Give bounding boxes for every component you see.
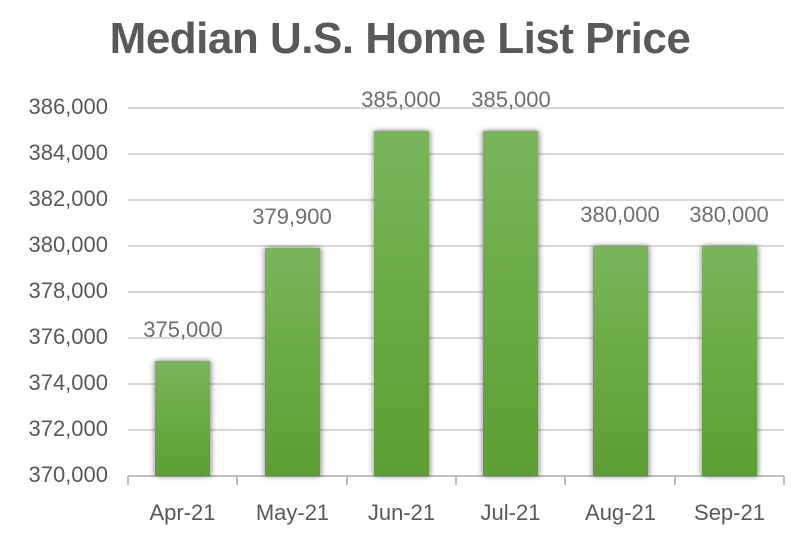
y-tick-label: 384,000 [28,140,108,165]
gridline [128,153,784,155]
gridline [128,429,784,431]
y-tick-label: 386,000 [28,94,108,119]
gridline [128,291,784,293]
x-category-label: Jul-21 [480,500,541,525]
data-label: 379,900 [252,204,332,229]
x-tick-mark [783,476,785,485]
data-label: 375,000 [143,317,223,342]
bar-sep-21 [702,246,757,476]
gridline [128,245,784,247]
gridline [128,383,784,385]
chart-title: Median U.S. Home List Price [109,14,691,63]
data-label: 380,000 [580,202,660,227]
y-tick-label: 374,000 [28,370,108,395]
y-tick-label: 378,000 [28,278,108,303]
bar-may-21 [265,248,320,476]
x-category-label: Aug-21 [585,500,656,525]
x-category-label: May-21 [255,500,330,525]
bar-apr-21 [155,361,210,476]
y-tick-label: 382,000 [28,186,108,211]
x-category-label: Apr-21 [149,500,216,525]
y-tick-label: 376,000 [28,324,108,349]
x-tick-mark [455,476,457,485]
gridline [128,199,784,201]
x-tick-mark [674,476,676,485]
x-category-label: Jun-21 [367,500,436,525]
y-tick-label: 380,000 [28,232,108,257]
bar-aug-21 [593,246,648,476]
data-label: 385,000 [361,87,441,112]
x-tick-mark [236,476,238,485]
x-tick-mark [346,476,348,485]
data-label: 380,000 [689,202,769,227]
x-tick-mark [127,476,129,485]
bar-jun-21 [374,131,429,476]
gridline [128,107,784,109]
y-tick-label: 372,000 [28,416,108,441]
data-label: 385,000 [471,87,551,112]
x-category-label: Sep-21 [694,500,765,525]
gridline [128,337,784,339]
y-tick-label: 370,000 [28,462,108,487]
x-tick-mark [564,476,566,485]
bar-jul-21 [483,131,538,476]
